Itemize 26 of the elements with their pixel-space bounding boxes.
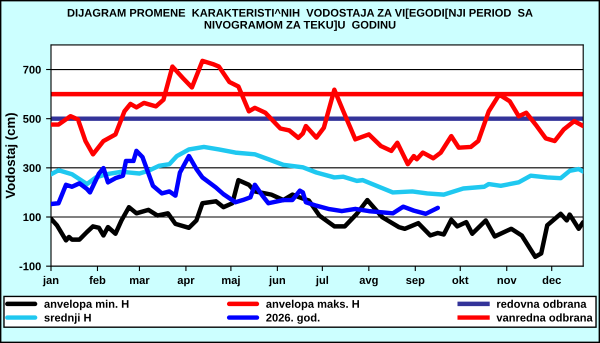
legend-label: srednji H xyxy=(44,313,91,324)
y-tick-label: -100 xyxy=(19,262,41,270)
y-tick-label: 300 xyxy=(22,164,41,172)
x-tick-label: feb xyxy=(89,276,106,284)
legend-label: redovna odbrana xyxy=(497,300,587,308)
legend-label: anvelopa min. H xyxy=(44,300,128,310)
legend-label: vanredna odbrana xyxy=(496,313,593,322)
x-tick-label: jun xyxy=(268,276,286,286)
legend-label: 2026. god. xyxy=(266,313,320,324)
y-tick-label: 500 xyxy=(23,114,41,123)
x-tick-label: maj xyxy=(222,276,240,286)
x-tick-label: jan xyxy=(42,276,58,286)
x-tick-label: okt xyxy=(452,276,468,284)
x-tick-label: avg xyxy=(360,278,378,286)
x-tick-label: apr xyxy=(178,278,194,286)
y-tick-label: 100 xyxy=(23,213,41,222)
x-tick-label: jul xyxy=(316,276,328,286)
x-tick-label: mar xyxy=(130,278,150,284)
line-series xyxy=(51,148,440,216)
y-tick-label: 700 xyxy=(23,66,41,74)
x-tick-label: sep xyxy=(406,278,424,286)
legend-label: anvelopa maks. H xyxy=(266,300,359,310)
x-tick-label: nov xyxy=(498,278,517,284)
y-axis-title: Vodostaj (cm) xyxy=(5,113,18,199)
x-tick-label: dec xyxy=(542,276,561,284)
chart-title: DIJAGRAM PROMENE KARAKTERISTI^NIH VODOSTAJA ZA VI[EGODI[NJI PERIOD SA NIVOGRAMOM ZA TEKU]U GODINU xyxy=(68,8,533,31)
